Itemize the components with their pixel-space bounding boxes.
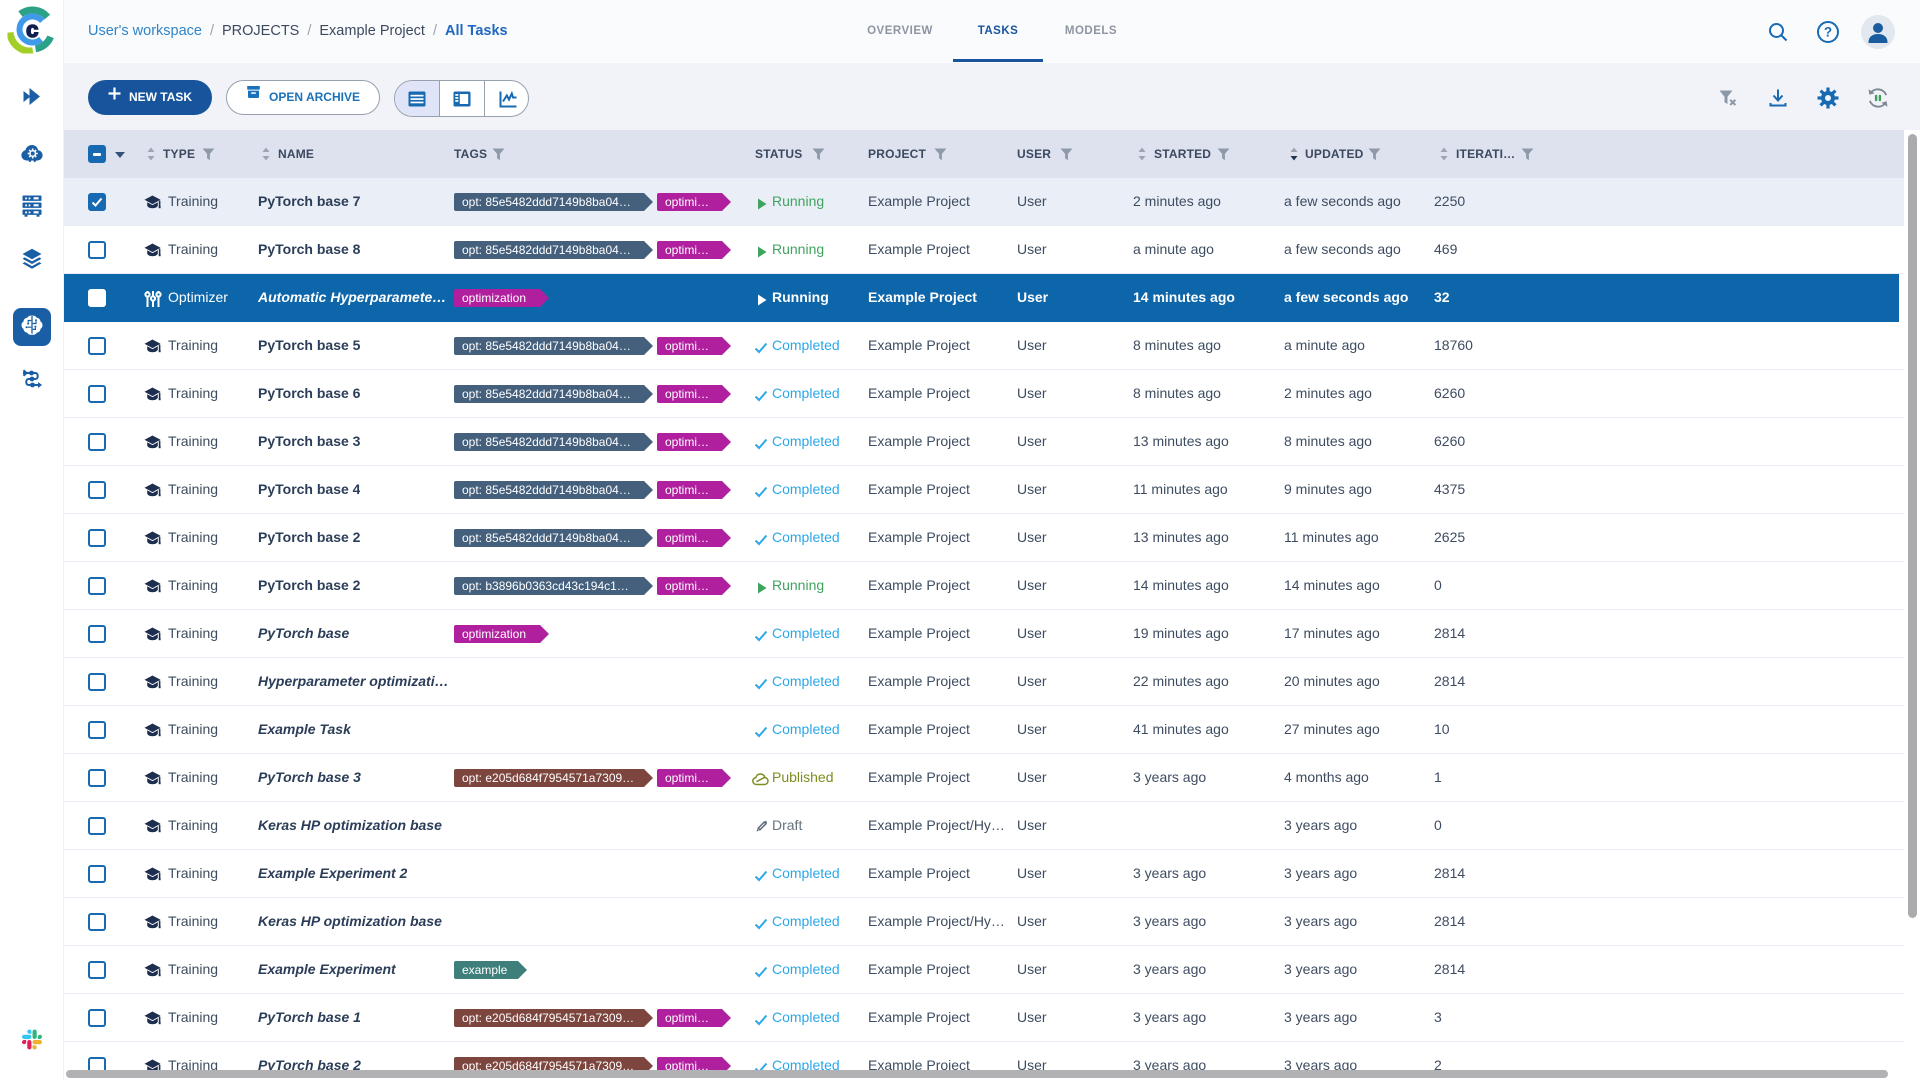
svg-text:?: ?	[1824, 25, 1832, 40]
svg-text:c: c	[26, 17, 38, 42]
